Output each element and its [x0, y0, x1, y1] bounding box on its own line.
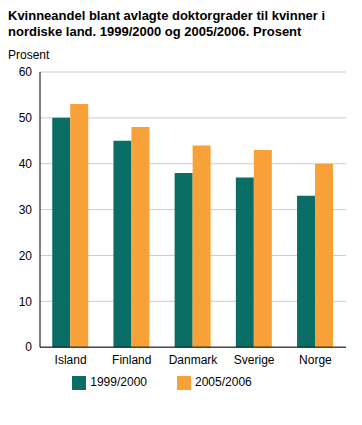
svg-text:Sverige: Sverige	[234, 353, 275, 367]
svg-text:30: 30	[19, 203, 33, 217]
svg-text:50: 50	[19, 111, 33, 125]
svg-text:Island: Island	[55, 353, 87, 367]
html-text:Prosent: Prosent	[8, 48, 50, 62]
html-text:2005/2006: 2005/2006	[195, 375, 252, 390]
svg-text:Danmark: Danmark	[169, 353, 219, 367]
html-text:1999/2000: 1999/2000	[90, 375, 147, 390]
svg-text:Finland: Finland	[112, 353, 151, 367]
svg-text:Norge: Norge	[299, 353, 332, 367]
svg-text:10: 10	[19, 295, 33, 309]
html-text:Kvinneandel blant avlagte dokt: Kvinneandel blant avlagte doktorgrader t…	[8, 8, 326, 39]
svg-text:0: 0	[25, 340, 32, 354]
svg-text:60: 60	[19, 65, 33, 79]
svg-text:40: 40	[19, 157, 33, 171]
svg-text:20: 20	[19, 249, 33, 263]
